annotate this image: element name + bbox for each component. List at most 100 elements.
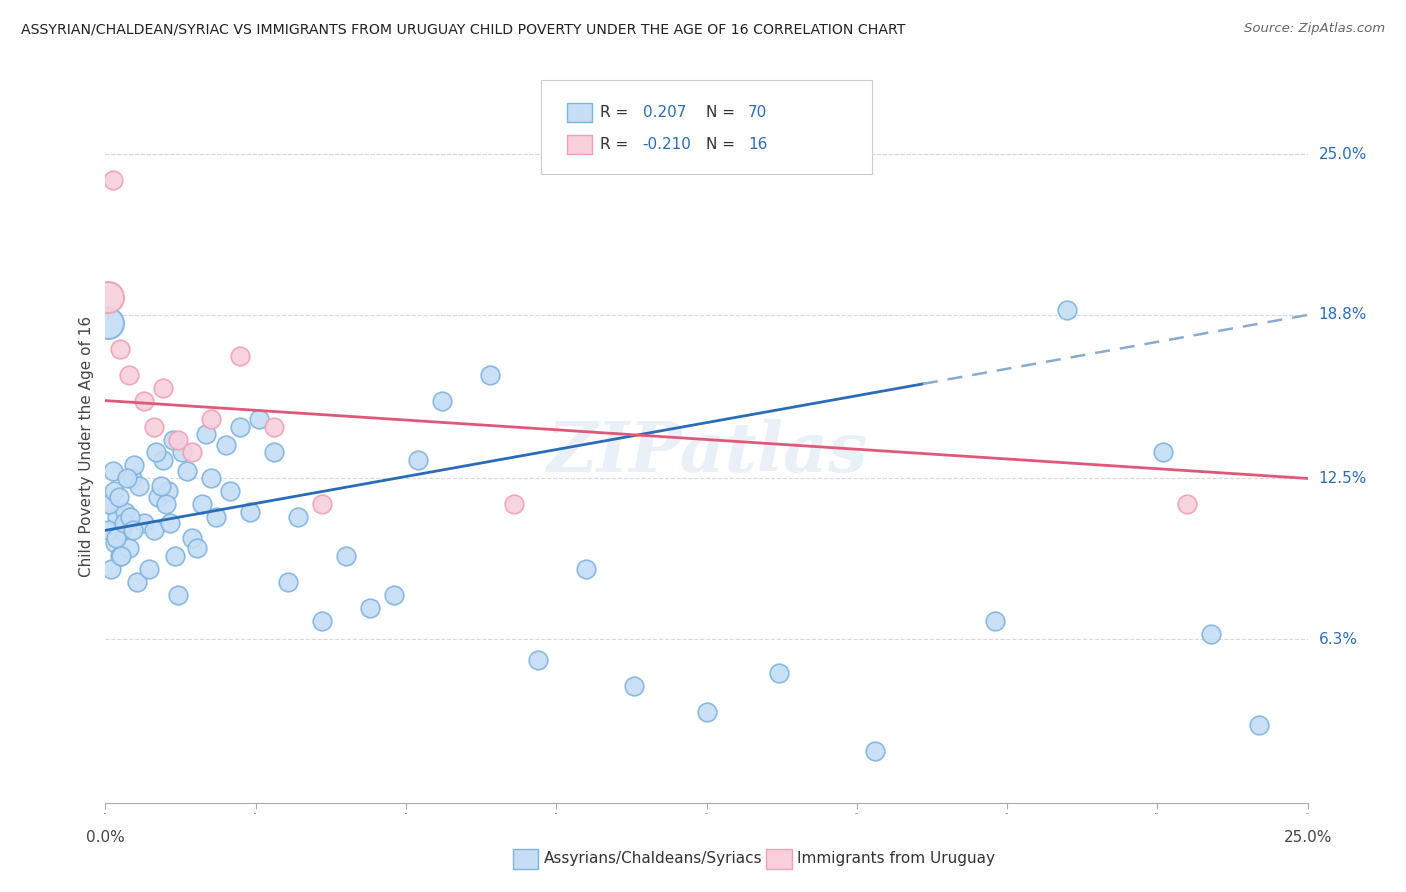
Point [97, 316, 120, 330]
Text: 0.207: 0.207 [643, 105, 686, 120]
Point [100, 562, 122, 576]
Point [1175, 497, 1198, 511]
Point [104, 536, 127, 550]
Point [120, 510, 142, 524]
Point [229, 350, 252, 364]
Point [479, 368, 502, 382]
Point [277, 575, 299, 590]
Point [623, 679, 645, 693]
Point [863, 744, 886, 758]
Point [172, 445, 194, 459]
Point [132, 516, 155, 530]
Point [768, 666, 790, 681]
Point [152, 381, 174, 395]
Text: Immigrants from Uruguay: Immigrants from Uruguay [797, 852, 995, 866]
Point [181, 531, 204, 545]
Point [335, 549, 357, 564]
Point [247, 411, 270, 425]
Text: Assyrians/Chaldeans/Syriacs: Assyrians/Chaldeans/Syriacs [544, 852, 762, 866]
Text: 12.5%: 12.5% [1319, 471, 1367, 486]
Text: 0.0%: 0.0% [86, 830, 125, 845]
Point [159, 516, 181, 530]
Text: 6.3%: 6.3% [1319, 632, 1358, 647]
Point [108, 490, 131, 504]
Point [311, 614, 333, 628]
Point [111, 524, 134, 538]
Point [149, 479, 172, 493]
Point [148, 490, 170, 504]
Point [118, 541, 141, 556]
Text: N =: N = [706, 137, 740, 152]
Point [112, 516, 135, 530]
Point [101, 173, 124, 187]
Point [359, 601, 381, 615]
Point [121, 471, 143, 485]
Point [406, 453, 429, 467]
Point [166, 433, 188, 447]
Point [115, 471, 138, 485]
Point [239, 505, 262, 519]
Point [200, 411, 222, 425]
Point [124, 458, 146, 473]
Point [696, 705, 718, 719]
Point [128, 479, 150, 493]
Text: 16: 16 [748, 137, 768, 152]
Point [138, 562, 160, 576]
Point [1056, 302, 1078, 317]
Point [503, 497, 526, 511]
Text: Source: ZipAtlas.com: Source: ZipAtlas.com [1244, 22, 1385, 36]
Point [107, 510, 129, 524]
Y-axis label: Child Poverty Under the Age of 16: Child Poverty Under the Age of 16 [79, 316, 94, 576]
Point [145, 445, 167, 459]
Point [176, 464, 198, 478]
Point [97, 524, 120, 538]
Point [101, 464, 124, 478]
Point [142, 419, 165, 434]
Text: ZIPatlas: ZIPatlas [546, 418, 868, 486]
Point [205, 510, 228, 524]
Point [430, 393, 453, 408]
Point [132, 393, 155, 408]
Point [200, 471, 222, 485]
Text: N =: N = [706, 105, 740, 120]
Point [181, 445, 204, 459]
Point [984, 614, 1007, 628]
Point [195, 427, 218, 442]
Point [108, 549, 131, 564]
Point [97, 290, 120, 304]
Point [114, 505, 136, 519]
Point [98, 497, 121, 511]
Point [108, 342, 131, 356]
Point [1201, 627, 1223, 641]
Point [527, 653, 550, 667]
Point [125, 575, 148, 590]
Point [105, 531, 128, 545]
Point [103, 484, 125, 499]
Point [190, 497, 212, 511]
Text: ASSYRIAN/CHALDEAN/SYRIAC VS IMMIGRANTS FROM URUGUAY CHILD POVERTY UNDER THE AGE : ASSYRIAN/CHALDEAN/SYRIAC VS IMMIGRANTS F… [21, 22, 905, 37]
Text: 70: 70 [748, 105, 768, 120]
Point [156, 484, 179, 499]
Point [142, 524, 165, 538]
Point [166, 588, 188, 602]
Point [214, 438, 236, 452]
Point [98, 497, 121, 511]
Point [1249, 718, 1271, 732]
Point [263, 419, 285, 434]
Point [110, 549, 132, 564]
Point [1152, 445, 1174, 459]
Text: R =: R = [600, 105, 634, 120]
Text: 18.8%: 18.8% [1319, 308, 1367, 322]
Text: 25.0%: 25.0% [1284, 830, 1331, 845]
Point [382, 588, 405, 602]
Point [122, 524, 145, 538]
Text: 25.0%: 25.0% [1319, 146, 1367, 161]
Point [219, 484, 242, 499]
Point [165, 549, 187, 564]
Point [186, 541, 208, 556]
Text: R =: R = [600, 137, 634, 152]
Point [287, 510, 309, 524]
Point [118, 368, 141, 382]
Point [575, 562, 598, 576]
Point [152, 453, 174, 467]
